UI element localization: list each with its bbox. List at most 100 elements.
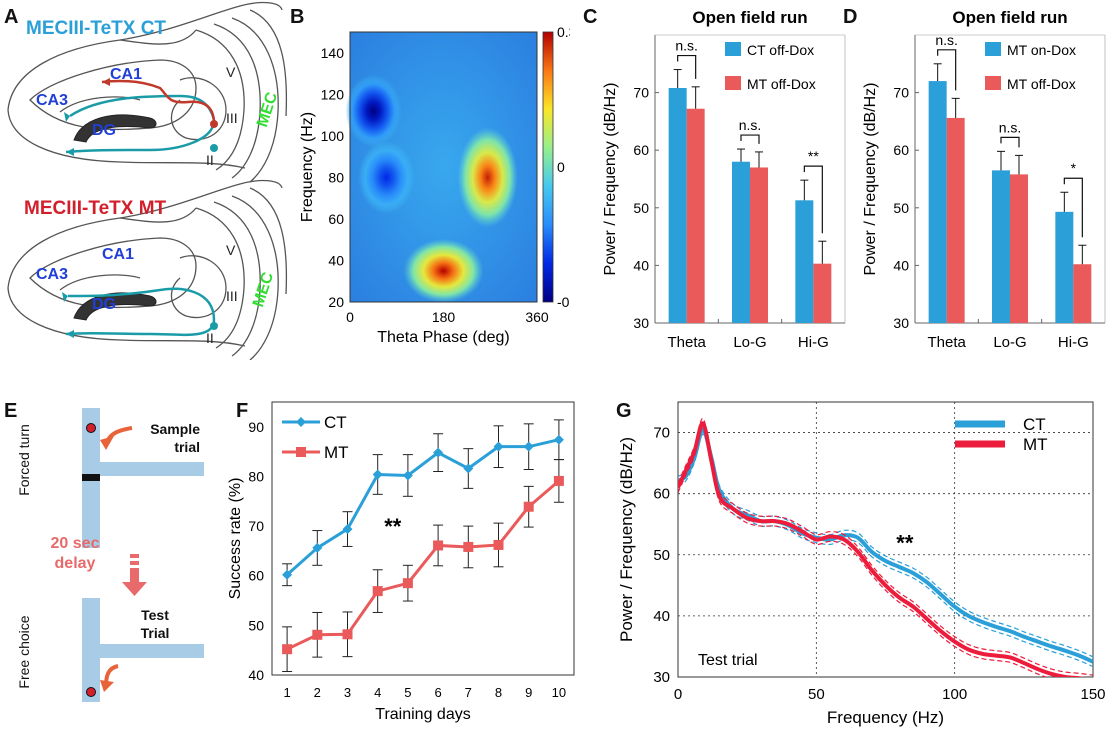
heatmap-ytick-label: 140	[321, 45, 345, 61]
line-xtick-label: 10	[552, 685, 566, 700]
legend-label: MT off-Dox	[747, 76, 816, 92]
forced-turn-label: Forced turn	[16, 424, 32, 496]
data-point-mt	[342, 629, 353, 640]
line-ytick-label: 40	[248, 667, 264, 683]
significance-label: **	[808, 148, 819, 164]
significance-label: *	[1071, 160, 1077, 176]
sample-arrow-icon	[100, 436, 114, 450]
line-ytick-label: 60	[248, 568, 264, 584]
line-xtick-label: 9	[525, 685, 532, 700]
line-xtick-label: 8	[495, 685, 502, 700]
line-xtick-label: 7	[465, 685, 472, 700]
legend-label: CT	[1023, 415, 1046, 434]
line-ylabel: Success rate (%)	[227, 478, 244, 600]
line-chart-frame	[271, 401, 575, 676]
significance-bracket	[937, 49, 957, 91]
heatmap-xtick-label: 0	[346, 309, 354, 325]
legend-marker	[296, 417, 306, 427]
line-xtick-label: 6	[434, 685, 441, 700]
data-point-mt	[493, 539, 504, 550]
panel-letter-f: F	[236, 400, 249, 422]
heatmap-xtick-label: 180	[432, 309, 456, 325]
heatmap-xtick-label: 360	[525, 309, 549, 325]
panel-a-schematic	[7, 1, 288, 360]
spectrum-ytick-label: 70	[653, 425, 670, 442]
line-xtick-label: 2	[314, 685, 321, 700]
layer-ii-ct: II	[206, 152, 214, 168]
label-ca3-ct: CA3	[36, 92, 69, 109]
significance-bracket	[740, 134, 760, 144]
significance-bracket	[1000, 136, 1020, 148]
bar-category-label: Lo-G	[733, 334, 766, 351]
choice-arrow-icon	[100, 680, 114, 692]
panel-letter-g: G	[616, 400, 632, 422]
label-dg-ct: DG	[92, 122, 116, 139]
legend-swatch	[985, 42, 1001, 56]
free-choice-label: Free choice	[16, 615, 32, 689]
bar-mt-on-dox	[992, 170, 1010, 323]
heatmap-blob	[403, 238, 484, 303]
bar-mt-off-dox	[813, 263, 832, 323]
heatmap-frame	[349, 31, 538, 303]
maze-arm-bottom	[100, 644, 204, 658]
bar-category-label: Theta	[667, 334, 706, 351]
bar-ytick-label: 30	[633, 315, 649, 331]
line-xtick-label: 4	[374, 685, 381, 700]
data-point-mt	[523, 501, 534, 512]
heatmap-ytick-label: 120	[321, 86, 345, 102]
layer-iii-ct: III	[226, 110, 238, 126]
data-point-mt	[433, 540, 444, 551]
data-point-ct	[493, 441, 504, 452]
band-lower-ct	[678, 433, 1093, 668]
spectrum-xtick-label: 0	[674, 686, 682, 703]
label-ca3-mt: CA3	[36, 266, 69, 283]
bar-mt-off-dox	[1010, 174, 1028, 323]
bar-ytick-label: 70	[633, 85, 649, 101]
heatmap-ytick-label: 20	[328, 294, 344, 310]
significance-label: n.s.	[739, 117, 762, 133]
colorbar	[542, 31, 554, 303]
line-xlabel: Training days	[375, 706, 470, 723]
significance-label: **	[384, 514, 402, 539]
panel-e-maze	[82, 408, 204, 702]
significance-bracket	[677, 54, 697, 79]
layer-v-mt: V	[226, 242, 236, 258]
bar-ytick-label: 40	[893, 257, 909, 273]
significance-bracket	[1063, 177, 1083, 238]
bar-ytick-label: 50	[633, 200, 649, 216]
heatmap-blob	[358, 141, 415, 214]
series-line-ct	[286, 438, 560, 576]
series-line-mt	[678, 421, 1086, 677]
colorbar-tick-label: 0.3	[557, 24, 570, 40]
layer-ii-mt: II	[206, 330, 214, 346]
data-point-ct	[312, 542, 323, 553]
bar-ytick-label: 70	[893, 85, 909, 101]
panel-letter-c: C	[583, 6, 598, 28]
colorbar-tick-label: 0	[557, 159, 565, 175]
legend-marker	[296, 447, 306, 457]
data-point-ct	[282, 569, 293, 580]
significance-label: **	[896, 531, 914, 556]
legend-label: CT off-Dox	[747, 42, 814, 58]
legend-label: MT	[1023, 435, 1048, 454]
test-trial-label: Test Trial	[140, 607, 170, 641]
legend-swatch	[725, 42, 741, 56]
line-ytick-label: 50	[248, 617, 264, 633]
panel-letter-e: E	[4, 400, 18, 422]
spectrum-ylabel: Power / Frequency (dB/Hz)	[617, 437, 636, 642]
bar-ct-off-dox	[732, 161, 750, 323]
data-point-ct	[523, 441, 534, 452]
spectrum-ytick-label: 30	[653, 669, 670, 686]
data-point-ct	[402, 470, 413, 481]
bar-chart-title: Open field run	[952, 8, 1067, 27]
bar-category-label: Hi-G	[798, 334, 829, 351]
chart-f-lines: 40 50 60 70 80 90 1 2 3 4 5 6 7 8 9 10 Training days Succ…	[227, 401, 575, 723]
band-upper-ct	[678, 424, 1093, 658]
spectrum-ytick-label: 50	[653, 547, 670, 564]
heatmap-ytick-label: 40	[328, 252, 344, 268]
panel-letter-b: B	[290, 6, 305, 28]
colorbar-tick-label: -0.3	[557, 294, 570, 310]
bar-ytick-label: 50	[893, 200, 909, 216]
bar-ytick-label: 30	[893, 315, 909, 331]
red-pathway-ct	[101, 79, 216, 125]
